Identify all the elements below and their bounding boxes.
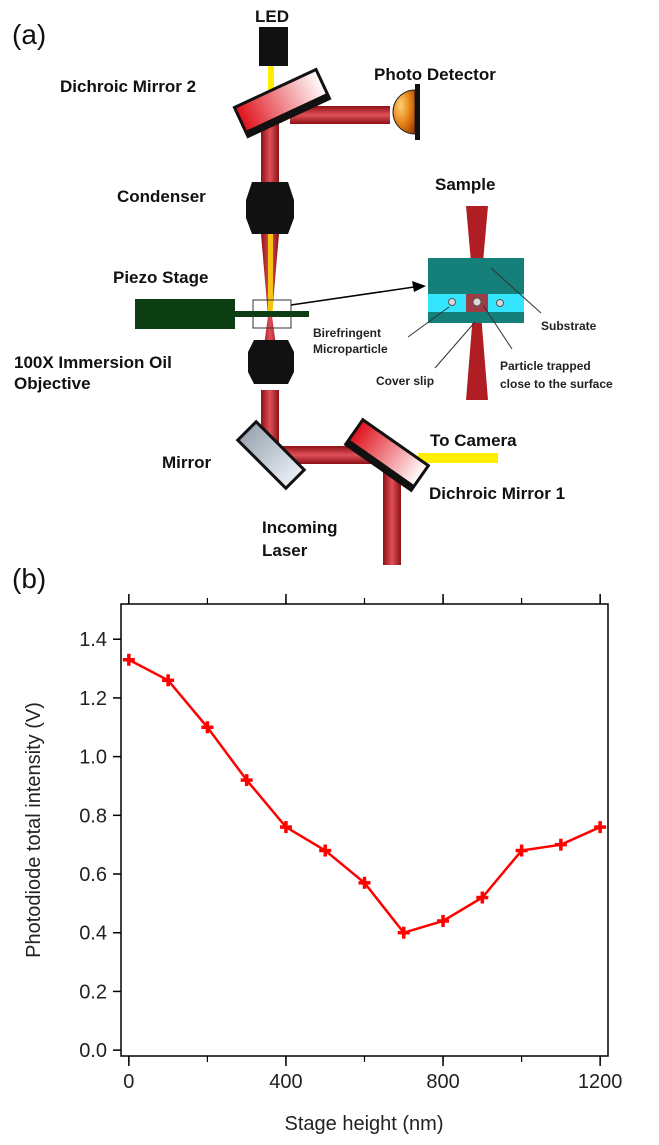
birefringent-microparticle (448, 298, 456, 306)
data-point-marker (437, 914, 450, 927)
condenser-label: Condenser (117, 187, 206, 206)
y-tick-label: 0.6 (79, 864, 107, 886)
photo-detector-plate (415, 84, 420, 140)
sample-label: Sample (435, 175, 495, 194)
incoming-laser-label-line1: Incoming (262, 518, 338, 537)
substrate-block (428, 258, 524, 294)
data-point-marker (476, 891, 489, 904)
objective (248, 340, 294, 384)
mirror-label: Mirror (162, 453, 212, 472)
piezo-stage-label: Piezo Stage (113, 268, 208, 287)
plot-frame (120, 603, 609, 1057)
cover-slip-label: Cover slip (376, 374, 434, 388)
microparticle-label: Microparticle (313, 342, 388, 356)
dichroic-mirror-1-label: Dichroic Mirror 1 (429, 484, 565, 503)
data-point-marker (162, 674, 175, 687)
data-point-marker (122, 653, 135, 666)
cover-slip-pointer (434, 321, 476, 369)
objective-label-line1: 100X Immersion Oil (14, 353, 172, 372)
particle-trapped-label-line2: close to the surface (500, 377, 613, 391)
x-tick-label: 1200 (578, 1071, 623, 1093)
x-tick-label: 0 (123, 1071, 134, 1093)
birefringent-pointer (407, 306, 450, 338)
laser-beam-to-photodetector (290, 106, 390, 124)
y-tick-label: 0.4 (79, 923, 107, 945)
data-point-marker (397, 926, 410, 939)
objective-label-line2: Objective (14, 374, 91, 393)
substrate-label: Substrate (541, 319, 597, 333)
y-axis-title: Photodiode total intensity (V) (23, 702, 45, 958)
series-line (128, 658, 601, 935)
x-axis-ticks: 0 400 800 1200 (123, 594, 622, 1093)
incoming-laser-label-line2: Laser (262, 541, 308, 560)
led-light (268, 66, 274, 106)
photo-detector (392, 89, 416, 135)
data-point-marker (358, 876, 371, 889)
y-axis-ticks: 0.0 0.2 0.4 0.6 0.8 1.0 1.2 1.4 (79, 629, 121, 1062)
substrate-pointer (490, 267, 542, 314)
y-tick-label: 1.2 (79, 688, 107, 710)
panel-b-chart: (b) 0 400 800 1200 0.0 0.2 0.4 0.6 0.8 1.0 1.2 1.4… (12, 563, 622, 1135)
trapped-particle (472, 297, 482, 307)
data-point-marker (279, 821, 292, 834)
x-axis-title: Stage height (nm) (285, 1113, 444, 1135)
to-camera-label: To Camera (430, 431, 517, 450)
cover-slip-block (428, 312, 524, 323)
led-source (259, 27, 288, 66)
to-camera-beam (418, 453, 498, 463)
dichroic-mirror-1 (343, 417, 431, 493)
laser-beam-condenser-to-dichroic2 (261, 122, 279, 184)
piezo-stage-arm (235, 311, 309, 317)
mirror (235, 419, 307, 491)
data-point-marker (240, 774, 253, 787)
led-label: LED (255, 7, 289, 26)
panel-a-optical-setup: (a) LED Dichroic Mirror 2 Photo Detector (12, 7, 613, 565)
sample-inset (407, 206, 542, 400)
particle-trapped-pointer (482, 304, 513, 350)
data-point-marker (515, 844, 528, 857)
birefringent-label: Birefringent (313, 326, 381, 340)
y-tick-label: 1.4 (79, 629, 107, 651)
led-light-sample (268, 232, 273, 312)
x-tick-label: 800 (426, 1071, 459, 1093)
y-tick-label: 1.0 (79, 747, 107, 769)
piezo-stage (135, 299, 235, 329)
data-point-marker (594, 821, 607, 834)
y-tick-label: 0.0 (79, 1040, 107, 1062)
data-point-marker (554, 838, 567, 851)
sample-region-box (252, 299, 292, 329)
y-tick-label: 0.2 (79, 981, 107, 1003)
data-point-marker (201, 721, 214, 734)
incoming-laser-beam (383, 455, 401, 565)
photo-detector-label: Photo Detector (374, 65, 496, 84)
zoom-arrow (290, 286, 415, 306)
zoom-arrow-head (412, 281, 426, 292)
y-tick-label: 0.8 (79, 805, 107, 827)
particle-trapped-label-line1: Particle trapped (500, 359, 591, 373)
condenser (246, 182, 294, 234)
data-point-marker (319, 844, 332, 857)
panel-b-label: (b) (12, 563, 46, 594)
data-series (122, 653, 607, 939)
panel-a-label: (a) (12, 19, 46, 50)
dichroic-mirror-2 (232, 67, 332, 139)
free-particle (496, 299, 504, 307)
dichroic-mirror-2-label: Dichroic Mirror 2 (60, 77, 196, 96)
x-tick-label: 400 (269, 1071, 302, 1093)
